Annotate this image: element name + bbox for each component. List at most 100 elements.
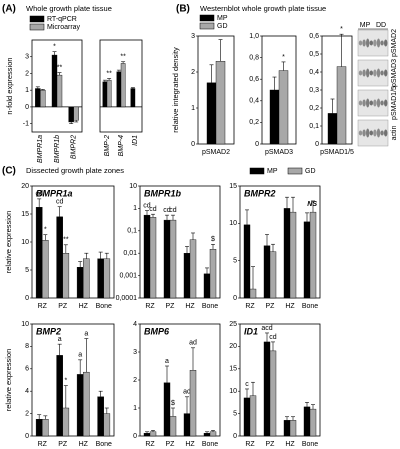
blot-band [366, 98, 370, 108]
annotation: a [84, 330, 88, 337]
blot-band [380, 70, 384, 76]
blot-band [369, 40, 373, 46]
bar [309, 408, 317, 437]
y-tick-label: 5 [233, 410, 237, 417]
bar [263, 245, 271, 299]
x-tick-label: HZ [79, 441, 89, 448]
annotation: cd [143, 202, 151, 209]
blot-band [366, 128, 370, 138]
legend-label: Microarray [47, 24, 81, 31]
blot-band [380, 100, 384, 106]
y-tick-label: 0,2 [249, 119, 259, 126]
annotation: a [58, 336, 62, 343]
y-tick-label: 0,1 [309, 123, 319, 130]
y-tick-label: 0,0001 [116, 295, 138, 302]
x-tick-label: Bone [202, 441, 218, 448]
legend-swatch [29, 23, 45, 31]
blot-band [373, 99, 377, 107]
bar [215, 61, 226, 145]
bar [278, 70, 289, 145]
y-tick-label: 1 [133, 405, 137, 412]
y-tick-label: 0,1 [127, 228, 137, 235]
blot-band [384, 99, 388, 107]
plot-frame [99, 39, 143, 133]
bar [163, 219, 171, 299]
y-tick-label: 0,3 [309, 87, 319, 94]
bar [73, 106, 79, 121]
bar [209, 249, 217, 299]
blot-band [358, 130, 363, 136]
annotation: cd [149, 206, 157, 213]
annotation: cd [35, 191, 43, 198]
panel-title: Dissected growth plate zones [26, 166, 124, 175]
blot-band [358, 40, 363, 46]
blot-band [358, 100, 363, 106]
bar [35, 207, 43, 299]
y-tick-label: 0 [25, 433, 29, 440]
y-tick-label: 0 [191, 141, 195, 148]
y-tick-label: -1 [23, 120, 29, 127]
y-tick-label: 0 [255, 141, 259, 148]
plot-frame [31, 39, 83, 133]
y-tick-label: 0,2 [309, 105, 319, 112]
bar [83, 371, 90, 437]
bar [169, 219, 177, 299]
bar [76, 267, 84, 299]
y-tick-label: 20 [21, 183, 29, 190]
bar [209, 431, 217, 437]
bar [206, 82, 217, 145]
blot-band [369, 100, 373, 106]
y-tick-label: 0 [233, 295, 237, 302]
annotation: ad [183, 389, 191, 396]
y-tick-label: 8 [25, 343, 29, 350]
bar [189, 370, 197, 437]
y-tick-label: 15 [21, 211, 29, 218]
bar [163, 382, 171, 437]
legend-swatch [287, 167, 303, 175]
chart-note: NS [307, 201, 317, 208]
y-tick-label: 2 [191, 69, 195, 76]
bar [143, 214, 151, 299]
bar [51, 54, 58, 108]
bar [143, 433, 151, 437]
bar [130, 88, 136, 108]
blot-band [373, 69, 377, 77]
bar [76, 374, 84, 437]
x-tick-label: HZ [285, 441, 295, 448]
annotation: ** [63, 237, 69, 244]
y-tick-label: 0,6 [309, 33, 319, 40]
bar [249, 395, 257, 437]
bar [35, 88, 41, 108]
y-tick-label: 0,6 [249, 76, 259, 83]
x-tick-label: Bone [302, 441, 318, 448]
bar [120, 63, 126, 108]
x-tick-label: PZ [166, 303, 176, 310]
x-tick-label: ID1 [132, 135, 139, 146]
bar [106, 79, 112, 108]
bar [35, 419, 43, 437]
y-tick-label: 2 [25, 410, 29, 417]
x-tick-label: Bone [96, 441, 112, 448]
x-tick-label: PZ [266, 303, 276, 310]
bar [169, 416, 177, 437]
y-tick-label: 0 [133, 433, 137, 440]
x-tick-label: RZ [38, 441, 48, 448]
legend-swatch [199, 22, 215, 30]
bar [42, 419, 49, 437]
y-tick-label: 5 [25, 267, 29, 274]
annotation: $ [171, 400, 175, 407]
legend-label: MP [217, 15, 228, 22]
x-tick-label: BMPR1b [54, 135, 61, 163]
panel-title: Whole growth plate tissue [26, 4, 112, 13]
bar [62, 407, 70, 437]
x-tick-label: BMP-4 [118, 135, 125, 157]
chart-title: BMPR1b [144, 188, 182, 198]
bar [102, 81, 108, 108]
annotation: cd [163, 207, 171, 214]
chart-title: BMP2 [36, 326, 61, 336]
y-tick-label: 10 [229, 388, 237, 395]
y-axis-label: relative integrated density [171, 47, 180, 133]
annotation: * [282, 54, 285, 61]
y-tick-label: 0,01 [123, 250, 137, 257]
plot-frame [139, 323, 221, 437]
